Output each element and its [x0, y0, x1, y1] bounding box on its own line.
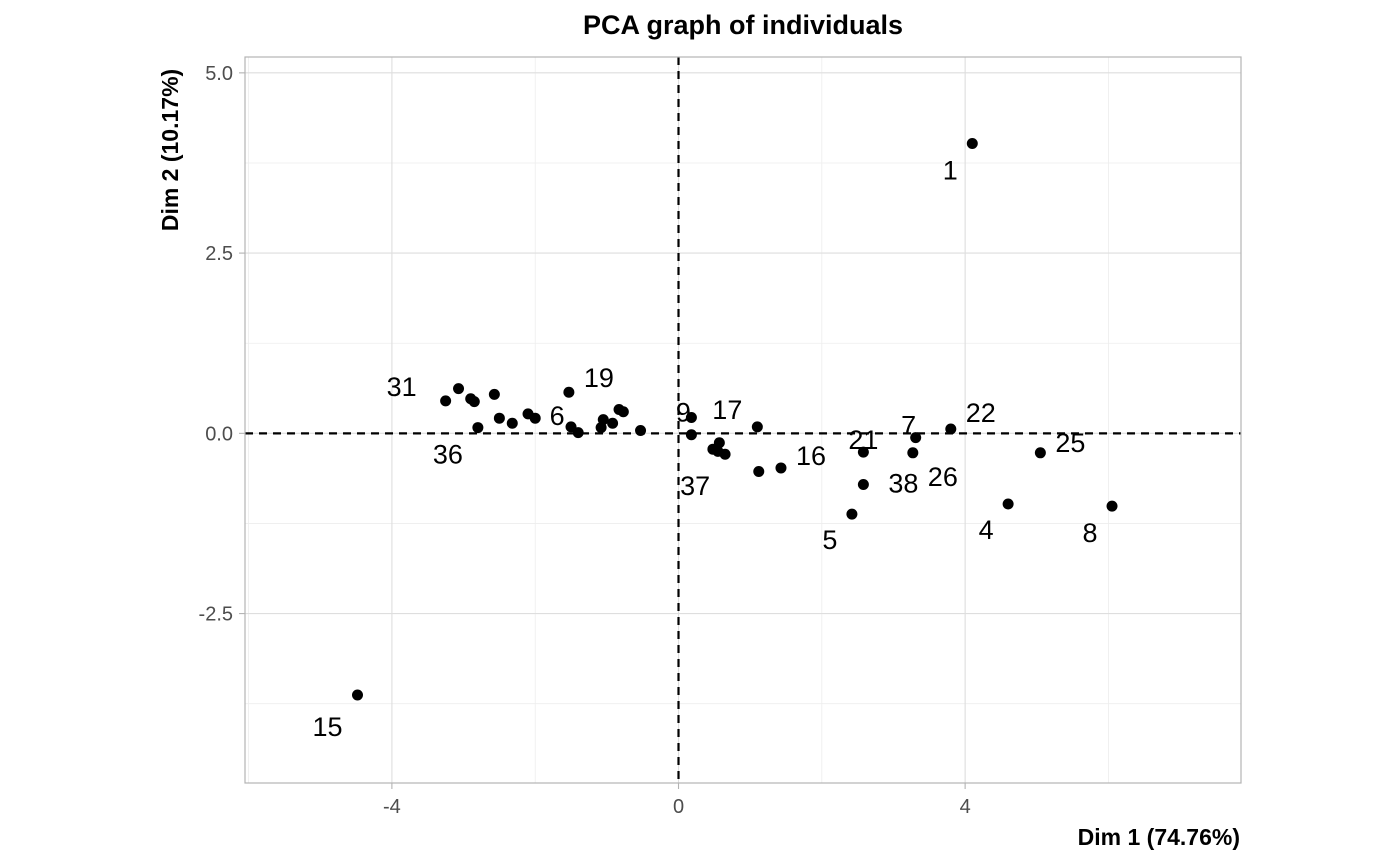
plot-panel-border: [244, 56, 1242, 784]
point-label: 31: [387, 372, 417, 402]
data-point: [1106, 500, 1118, 512]
data-point: [351, 689, 363, 701]
point-label: 1: [943, 156, 958, 186]
data-point: [846, 508, 858, 520]
y-tick-label: -2.5: [199, 604, 233, 626]
point-label: 22: [966, 398, 996, 428]
data-point: [563, 386, 575, 398]
point-label: 5: [822, 525, 837, 555]
chart-title: PCA graph of individuals: [582, 10, 904, 40]
point-label: 4: [979, 515, 994, 545]
x-tick-label: -4: [383, 796, 401, 818]
y-tick-label: 0.0: [205, 423, 233, 445]
y-tick-label: 5.0: [205, 63, 233, 85]
point-label: 15: [312, 712, 342, 742]
data-point: [506, 417, 518, 429]
point-label: 38: [888, 469, 918, 499]
data-point: [468, 396, 480, 408]
point-label: 17: [712, 395, 742, 425]
data-point: [945, 423, 957, 435]
data-point: [685, 411, 697, 423]
data-point: [753, 466, 765, 478]
data-point: [685, 429, 697, 441]
data-point: [607, 417, 619, 429]
data-point: [907, 447, 919, 459]
point-label: 9: [676, 397, 691, 427]
data-point: [719, 448, 731, 460]
data-point: [493, 412, 505, 424]
data-point: [966, 138, 978, 150]
data-point: [472, 422, 484, 434]
data-points: [351, 138, 1118, 701]
grid-lines: [245, 57, 1241, 783]
data-point: [529, 412, 541, 424]
data-point: [635, 424, 647, 436]
data-point: [453, 383, 465, 395]
point-label: 37: [680, 471, 710, 501]
data-point: [910, 432, 922, 444]
point-label: 36: [433, 440, 463, 470]
x-axis-title: Dim 1 (74.76%): [1078, 824, 1240, 850]
data-point: [1002, 498, 1014, 510]
data-point: [440, 395, 452, 407]
point-labels: 1 15 31 36 6 19 9 37 17 16 5 38 21 26 7 22 4 25 8: [312, 156, 1097, 743]
data-point: [572, 427, 584, 439]
data-point: [1034, 447, 1046, 459]
y-axis-title: Dim 2 (10.17%): [157, 69, 183, 231]
x-tick-label: 0: [673, 796, 684, 818]
point-label: 8: [1083, 518, 1098, 548]
point-label: 21: [848, 425, 878, 455]
data-point: [713, 437, 725, 449]
point-label: 26: [928, 462, 958, 492]
data-point: [595, 422, 607, 434]
data-point: [775, 462, 787, 474]
point-label: 16: [796, 441, 826, 471]
data-point: [488, 388, 500, 400]
data-point: [751, 421, 763, 433]
axis-ticks: -4 0 4 -2.5 0.0 2.5 5.0: [199, 63, 971, 818]
point-label: 7: [901, 411, 916, 441]
reference-lines: [245, 57, 1241, 783]
data-point: [617, 406, 629, 418]
point-label: 6: [550, 401, 565, 431]
point-label: 19: [584, 363, 614, 393]
point-label: 25: [1055, 428, 1085, 458]
data-point: [857, 479, 869, 491]
x-tick-label: 4: [960, 796, 971, 818]
data-point: [857, 446, 869, 458]
y-tick-label: 2.5: [205, 243, 233, 265]
